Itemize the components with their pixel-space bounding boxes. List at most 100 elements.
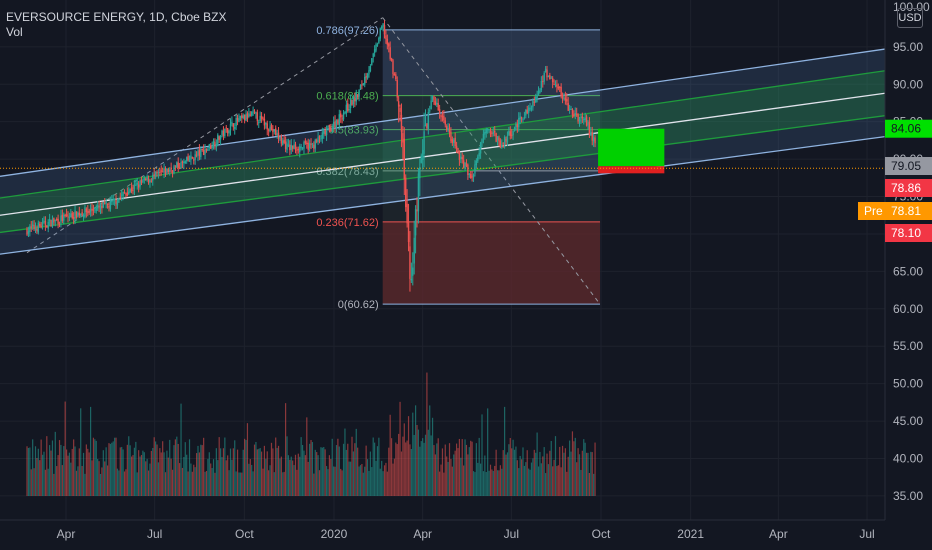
volume-bar bbox=[87, 448, 89, 496]
volume-bar bbox=[98, 461, 100, 496]
candle-body bbox=[77, 212, 79, 217]
candle-body bbox=[551, 78, 554, 83]
candle-body bbox=[225, 127, 227, 129]
candle-body bbox=[368, 70, 370, 75]
volume-bar bbox=[283, 471, 285, 496]
candle-body bbox=[443, 115, 445, 121]
candle-body bbox=[371, 58, 373, 66]
price-tag-target-bg bbox=[885, 119, 932, 138]
volume-bar bbox=[217, 460, 219, 496]
volume-bar bbox=[294, 454, 297, 496]
candle-body bbox=[573, 114, 575, 117]
candle-body bbox=[362, 83, 365, 86]
volume-bar bbox=[285, 403, 287, 496]
candle-body bbox=[102, 202, 105, 208]
volume-bar bbox=[170, 458, 172, 496]
candle-body bbox=[184, 161, 186, 163]
volume-bar bbox=[429, 405, 431, 496]
candle-body bbox=[275, 128, 277, 136]
volume-bar bbox=[440, 464, 442, 496]
volume-bar bbox=[422, 438, 424, 496]
candle-body bbox=[303, 142, 305, 149]
candle-body bbox=[474, 164, 476, 174]
candle-body bbox=[539, 90, 541, 93]
candle-body bbox=[495, 133, 497, 142]
volume-bar bbox=[102, 450, 104, 496]
candle-body bbox=[215, 143, 218, 148]
candle-body bbox=[501, 144, 503, 148]
price-tag-pre: 78.81 bbox=[891, 204, 921, 218]
candle-body bbox=[139, 180, 141, 187]
candle-body bbox=[580, 117, 582, 119]
volume-bar bbox=[78, 448, 80, 496]
volume-bar bbox=[53, 473, 55, 496]
candle-body bbox=[234, 127, 236, 129]
candle-body bbox=[373, 49, 376, 53]
volume-bar bbox=[252, 471, 254, 496]
candle-body bbox=[308, 143, 311, 149]
candle-body bbox=[512, 131, 514, 136]
candle-body bbox=[242, 115, 244, 119]
candle-body bbox=[318, 136, 321, 138]
volume-bar bbox=[385, 462, 387, 496]
volume-bar bbox=[495, 449, 497, 496]
volume-bar bbox=[344, 428, 346, 496]
candle-body bbox=[253, 111, 256, 113]
candle-body bbox=[417, 173, 420, 212]
fib-level-label: 0.618(88.48) bbox=[316, 91, 378, 103]
candle-body bbox=[300, 146, 302, 148]
volume-bar bbox=[277, 445, 280, 496]
volume-bar bbox=[431, 417, 434, 496]
volume-bar bbox=[509, 437, 511, 496]
volume-bar bbox=[441, 448, 444, 496]
candle-body bbox=[535, 96, 537, 103]
volume-bar bbox=[275, 437, 277, 496]
candle-body bbox=[429, 110, 431, 112]
candle-body bbox=[591, 132, 593, 141]
volume-bar bbox=[410, 449, 412, 496]
volume-bar bbox=[81, 466, 83, 496]
volume-bar bbox=[446, 456, 448, 496]
volume-bar bbox=[256, 449, 258, 496]
candle-body bbox=[250, 111, 253, 116]
volume-bar bbox=[505, 454, 507, 496]
volume-bar bbox=[210, 463, 212, 496]
candle-body bbox=[34, 228, 37, 230]
volume-bar bbox=[205, 470, 208, 496]
candle-body bbox=[342, 112, 345, 120]
volume-bar bbox=[522, 447, 524, 496]
candle-body bbox=[506, 136, 509, 143]
candle-body bbox=[323, 131, 325, 134]
volume-bar bbox=[388, 447, 390, 496]
volume-bar bbox=[526, 450, 528, 496]
candle-body bbox=[150, 180, 153, 182]
volume-bar bbox=[248, 463, 250, 496]
volume-bar bbox=[142, 450, 144, 496]
candle-body bbox=[85, 208, 88, 213]
volume-bar bbox=[163, 452, 165, 496]
volume-bar bbox=[232, 448, 234, 496]
volume-bar bbox=[529, 469, 531, 496]
price-axis: 95.0090.0085.0080.0075.0070.0065.0060.00… bbox=[884, 0, 930, 520]
candle-body bbox=[472, 174, 475, 178]
candle-body bbox=[520, 117, 523, 119]
volume-bar bbox=[238, 472, 240, 496]
volume-bar bbox=[434, 454, 436, 496]
volume-bar bbox=[444, 444, 446, 496]
candle-body bbox=[207, 149, 209, 151]
candle-body bbox=[389, 47, 391, 59]
candle-body bbox=[547, 76, 550, 78]
currency-button[interactable]: USD bbox=[897, 8, 923, 28]
candle-body bbox=[149, 179, 151, 183]
candle-body bbox=[345, 104, 348, 114]
candle-body bbox=[400, 114, 403, 132]
volume-bar bbox=[119, 447, 121, 496]
time-tick-label: Jul bbox=[504, 527, 519, 541]
candle-body bbox=[550, 77, 552, 79]
candle-body bbox=[317, 137, 319, 143]
volume-bar bbox=[530, 462, 533, 496]
volume-bar bbox=[282, 472, 284, 496]
fib-zone-bottom bbox=[382, 221, 601, 305]
candle-body bbox=[447, 127, 449, 131]
